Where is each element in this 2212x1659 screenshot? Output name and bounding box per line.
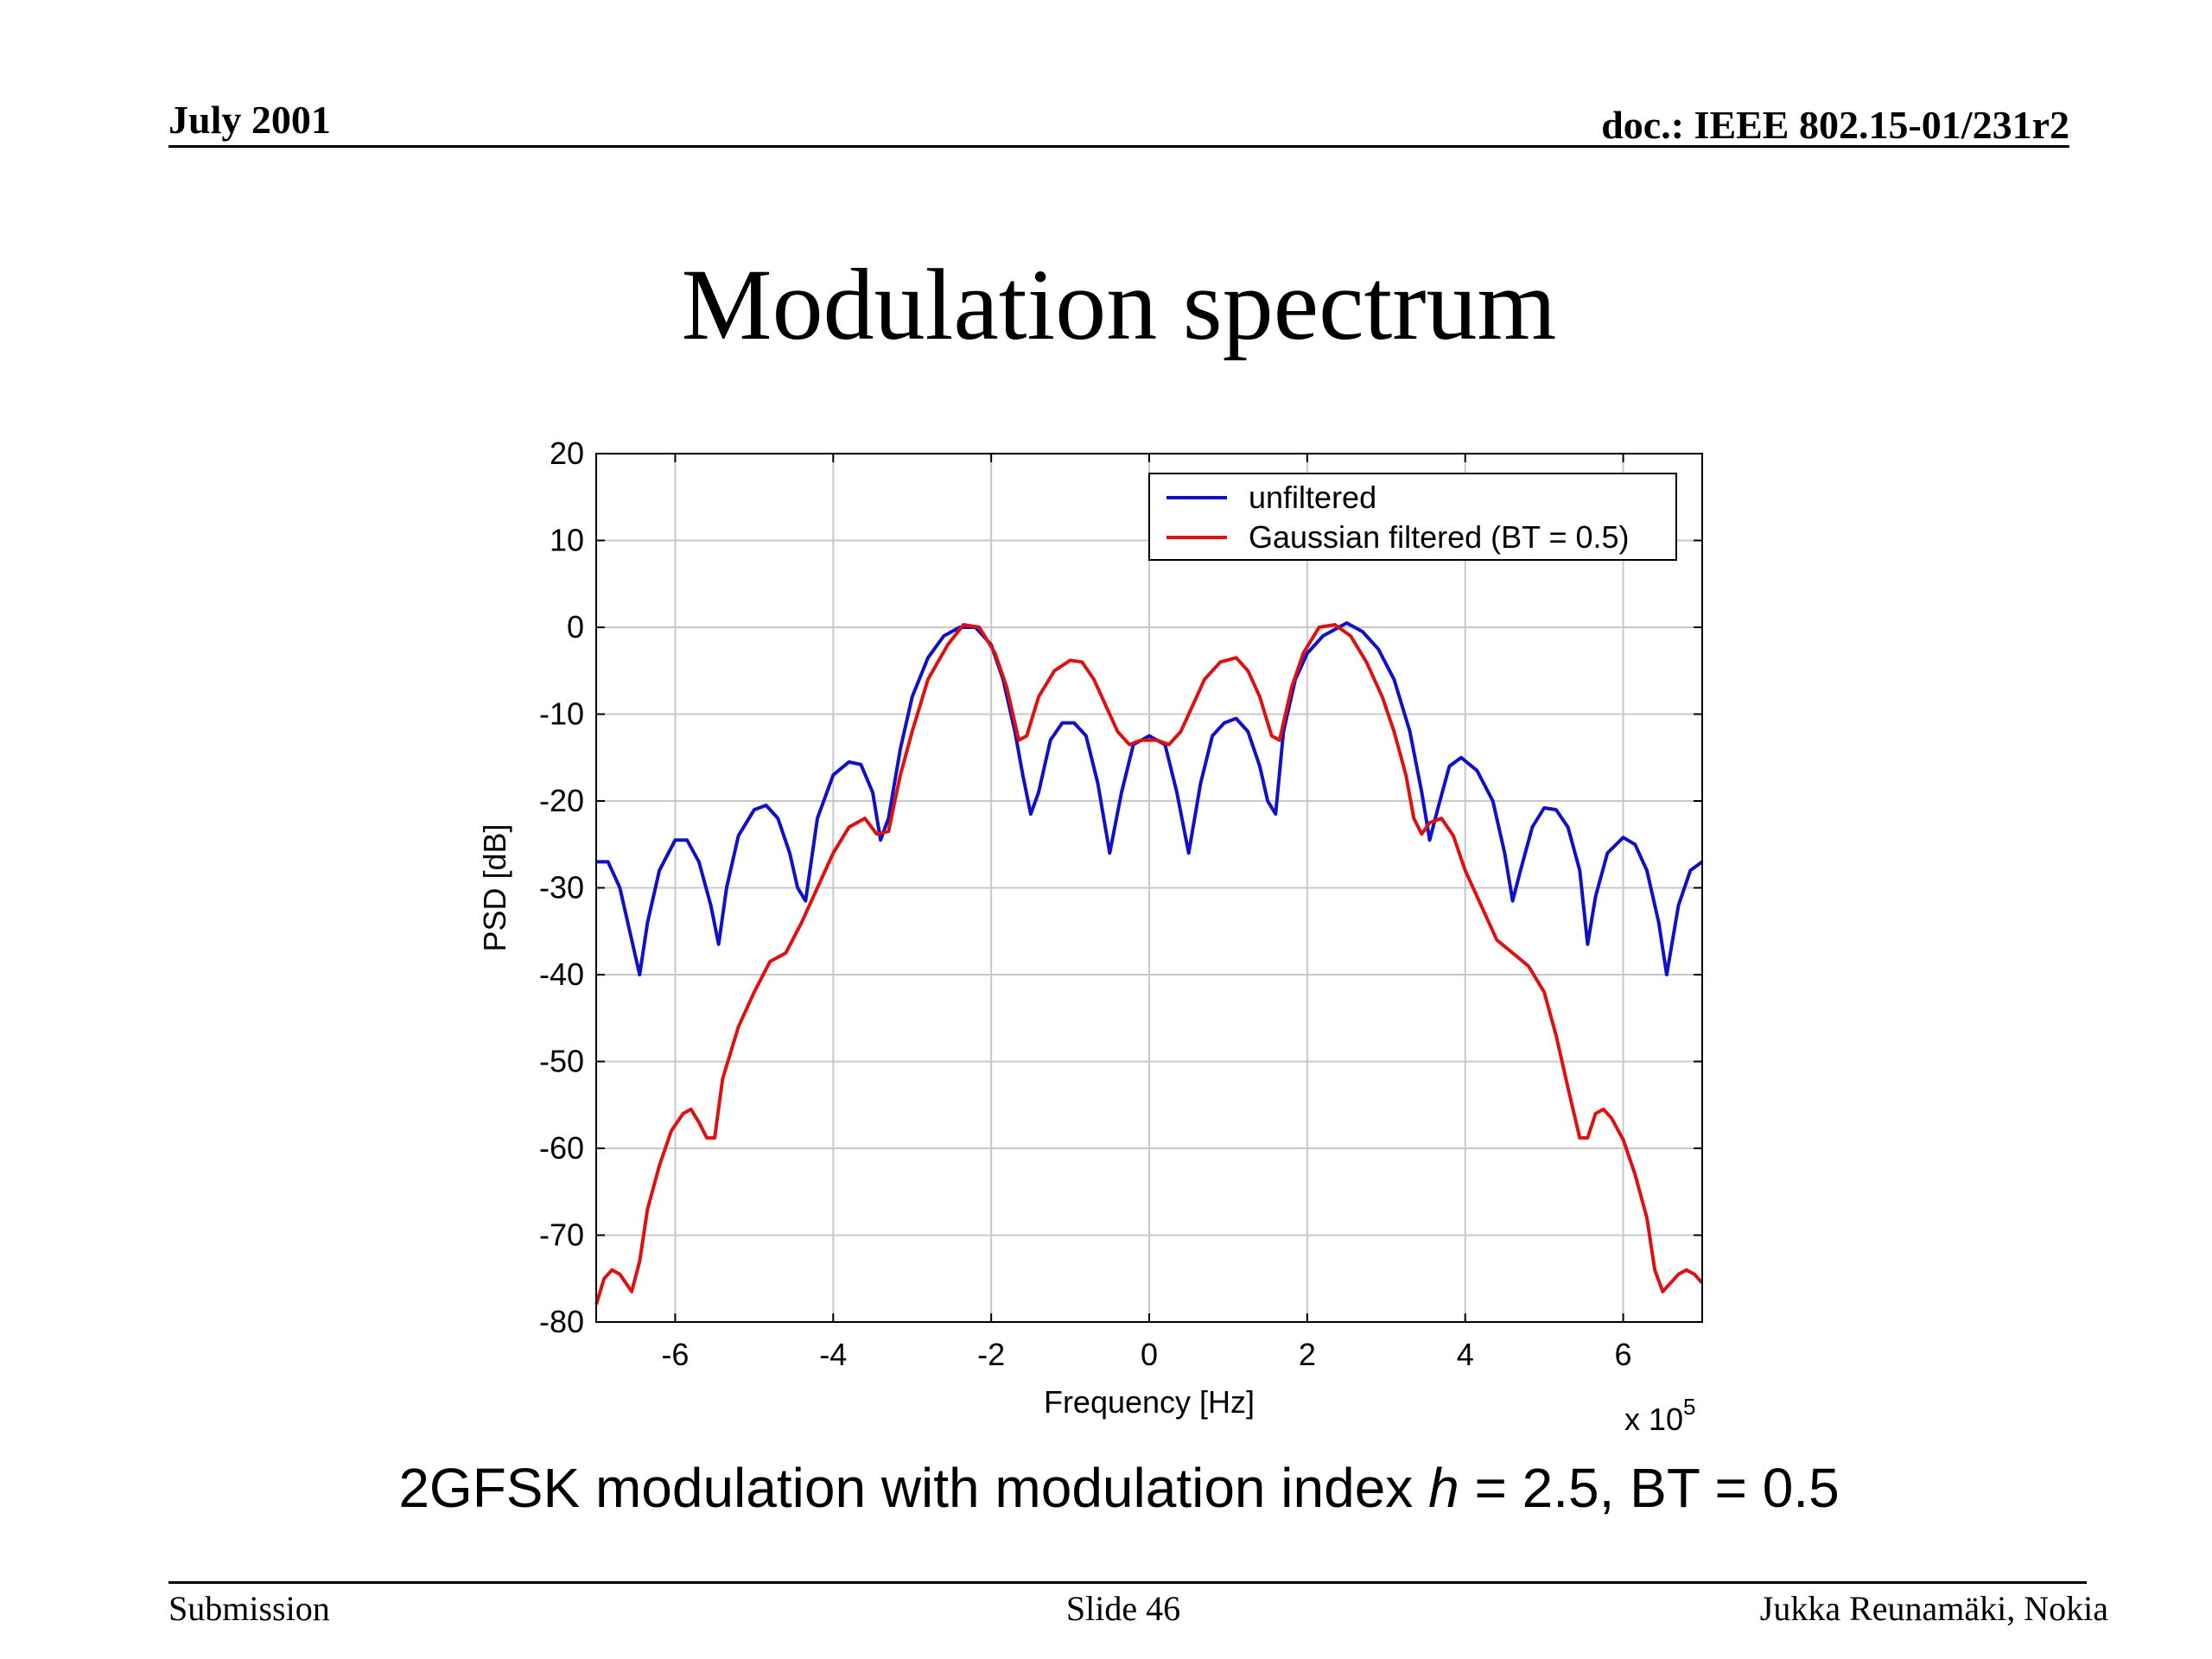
legend-box xyxy=(1148,473,1677,561)
footer-slide-number: Slide 46 xyxy=(1065,1589,1181,1628)
caption-variable-h: h xyxy=(1428,1457,1459,1519)
footer-divider xyxy=(168,1581,2087,1584)
header-divider xyxy=(168,145,2069,148)
y-tick-label: 20 xyxy=(550,435,584,471)
x-multiplier-base: x 10 xyxy=(1624,1402,1683,1437)
y-tick-label: -70 xyxy=(539,1217,584,1253)
x-tick-label: -6 xyxy=(661,1337,689,1372)
footer-submission: Submission xyxy=(168,1589,330,1628)
x-tick-label: 6 xyxy=(1615,1337,1632,1372)
y-tick-label: -30 xyxy=(539,870,584,906)
x-tick-label: -4 xyxy=(819,1337,847,1372)
y-tick-label: -80 xyxy=(539,1304,584,1339)
footer-author: Jukka Reunamäki, Nokia xyxy=(1759,1589,2108,1628)
x-tick-label: -2 xyxy=(977,1337,1005,1372)
y-tick-label: -10 xyxy=(539,696,584,732)
slide-caption: 2GFSK modulation with modulation index h… xyxy=(0,1456,2212,1520)
y-tick-label: -40 xyxy=(539,957,584,992)
x-tick-label: 2 xyxy=(1299,1337,1316,1372)
x-multiplier-exponent: 5 xyxy=(1683,1394,1695,1420)
series-line-gaussian xyxy=(594,623,1704,1306)
x-axis-label: Frequency [Hz] xyxy=(1044,1384,1255,1420)
x-tick-label: 0 xyxy=(1141,1337,1158,1372)
x-axis-multiplier: x 105 xyxy=(1624,1394,1696,1437)
slide-title: Modulation spectrum xyxy=(681,248,1557,361)
header-date: July 2001 xyxy=(168,98,331,142)
legend: unfiltered Gaussian filtered (BT = 0.5) xyxy=(1148,473,1677,561)
caption-text-after: = 2.5, BT = 0.5 xyxy=(1459,1457,1840,1519)
legend-label-gaussian: Gaussian filtered (BT = 0.5) xyxy=(1249,519,1630,555)
y-tick-label: 0 xyxy=(567,609,584,645)
y-axis-label: PSD [dB] xyxy=(477,823,512,951)
series-lines xyxy=(594,621,1704,1306)
y-tick-label: -20 xyxy=(539,783,584,818)
grid xyxy=(596,453,1702,1323)
header-doc-id: doc.: IEEE 802.15-01/231r2 xyxy=(1601,103,2069,147)
y-tick-label: 10 xyxy=(550,523,584,558)
legend-label-unfiltered: unfiltered xyxy=(1249,480,1376,515)
y-tick-label: -60 xyxy=(539,1130,584,1166)
caption-text-before: 2GFSK modulation with modulation index xyxy=(398,1457,1429,1519)
y-tick-label: -50 xyxy=(539,1044,584,1079)
x-tick-label: 4 xyxy=(1457,1337,1474,1372)
psd-chart: -6 -4 -2 0 2 4 620100-10-20-30-40-50-60-70-80 … xyxy=(477,435,1704,1437)
